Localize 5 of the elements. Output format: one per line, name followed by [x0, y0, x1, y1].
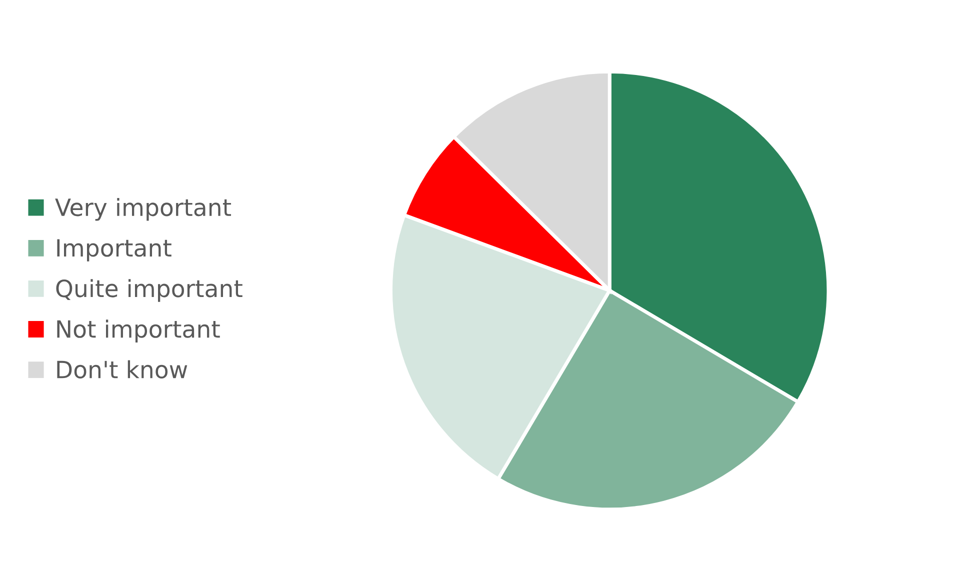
legend-label: Don't know	[57, 360, 188, 378]
legend-label: Important	[57, 239, 172, 262]
legend-label: Quite important	[56, 279, 242, 302]
legend-label: Very important	[55, 198, 232, 221]
legend-label: Not important	[57, 320, 220, 342]
